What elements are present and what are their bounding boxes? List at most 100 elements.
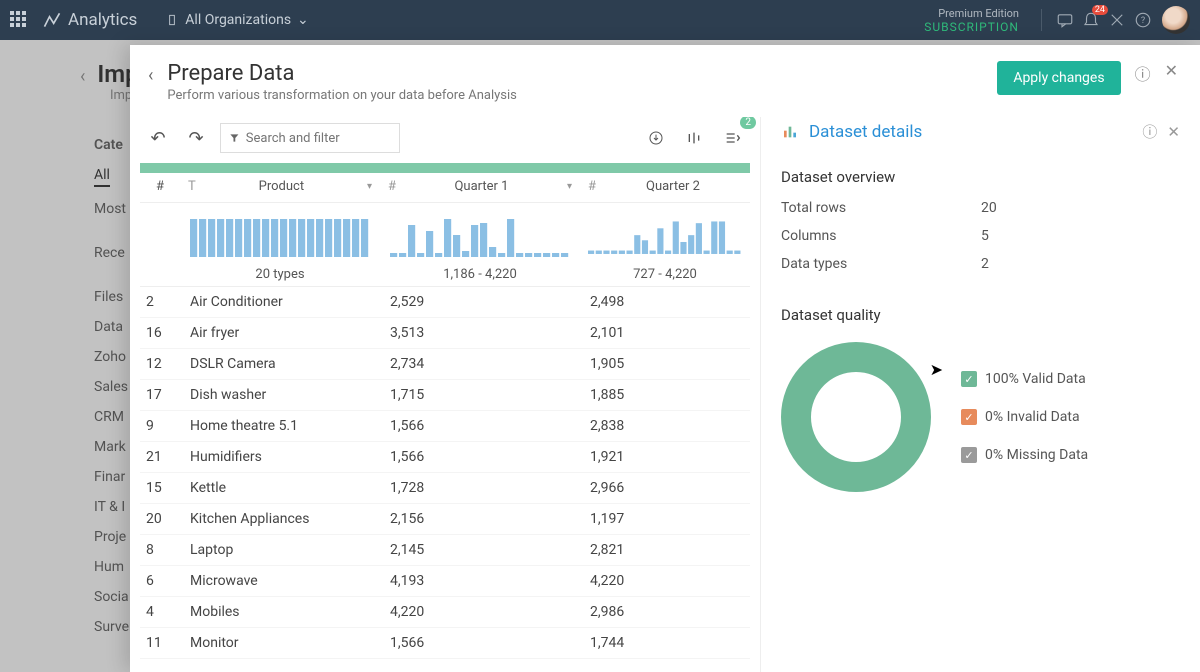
apply-changes-button[interactable]: Apply changes <box>997 61 1120 95</box>
col-header-index[interactable]: # <box>140 179 180 194</box>
cell-q2: 1,905 <box>580 356 750 372</box>
legend-invalid[interactable]: ✓0% Invalid Data <box>961 409 1088 425</box>
table-row[interactable]: 4Mobiles4,2202,986 <box>140 597 750 628</box>
chevron-down-icon: ⌄ <box>297 12 309 28</box>
steps-icon[interactable]: 2 <box>718 124 746 152</box>
chat-icon[interactable] <box>1052 7 1078 33</box>
table-row[interactable]: 12DSLR Camera2,7341,905 <box>140 349 750 380</box>
table-row[interactable]: 20Kitchen Appliances2,1561,197 <box>140 504 750 535</box>
cell-q2: 2,838 <box>580 418 750 434</box>
cell-q2: 2,821 <box>580 542 750 558</box>
table-row[interactable]: 8Laptop2,1452,821 <box>140 535 750 566</box>
cell-product: Home theatre 5.1 <box>180 418 380 434</box>
brand-label: Analytics <box>68 10 137 30</box>
panel-close-icon[interactable]: ✕ <box>1165 61 1178 80</box>
table-row[interactable]: 17Dish washer1,7151,885 <box>140 380 750 411</box>
redo-icon[interactable]: ↷ <box>182 124 210 152</box>
table-row[interactable]: 11Monitor1,5661,744 <box>140 628 750 659</box>
cell-product: Air fryer <box>180 325 380 341</box>
cell-product: Air Conditioner <box>180 294 380 310</box>
cell-index: 21 <box>140 449 180 465</box>
tools-icon[interactable] <box>1104 7 1130 33</box>
org-selector[interactable]: All Organizations ⌄ <box>165 12 309 28</box>
cell-product: Laptop <box>180 542 380 558</box>
cell-q1: 1,728 <box>380 480 580 496</box>
cell-q2: 2,986 <box>580 604 750 620</box>
col-label: Quarter 1 <box>404 179 559 194</box>
cell-index: 6 <box>140 573 180 589</box>
table-row[interactable]: 6Microwave4,1934,220 <box>140 566 750 597</box>
details-close-icon[interactable]: ✕ <box>1167 123 1180 141</box>
type-icon: # <box>588 179 596 194</box>
search-filter[interactable] <box>220 123 400 153</box>
kv-dtypes: Data types2 <box>781 256 1180 272</box>
columns-icon[interactable] <box>680 124 708 152</box>
building-icon <box>165 13 179 27</box>
search-input[interactable] <box>246 131 391 146</box>
quality-legend: ✓100% Valid Data ✓0% Invalid Data ✓0% Mi… <box>961 371 1088 463</box>
cell-q1: 1,566 <box>380 449 580 465</box>
cell-q2: 4,220 <box>580 573 750 589</box>
quality-header: Dataset quality <box>781 306 1180 324</box>
cell-q1: 4,193 <box>380 573 580 589</box>
legend-missing[interactable]: ✓0% Missing Data <box>961 447 1088 463</box>
hist-range: 727 - 4,220 <box>588 267 742 282</box>
bell-icon[interactable]: 24 <box>1078 7 1104 33</box>
column-headers: # T Product ▾ # Quarter 1 ▾ # Quarter 2 <box>140 173 750 203</box>
table-row[interactable]: 15Kettle1,7282,966 <box>140 473 750 504</box>
brand[interactable]: Analytics <box>42 10 137 30</box>
cell-q2: 1,744 <box>580 635 750 651</box>
quality-bar <box>140 163 750 173</box>
cell-product: Dish washer <box>180 387 380 403</box>
col-header-q2[interactable]: # Quarter 2 <box>580 179 750 194</box>
panel-help-icon[interactable]: ⓘ <box>1135 61 1151 85</box>
cell-product: DSLR Camera <box>180 356 380 372</box>
cell-product: Microwave <box>180 573 380 589</box>
cell-q1: 3,513 <box>380 325 580 341</box>
table-row[interactable]: 2Air Conditioner2,5292,498 <box>140 287 750 318</box>
svg-text:?: ? <box>1141 16 1145 26</box>
quality-donut <box>781 342 931 492</box>
help-icon[interactable]: ? <box>1130 7 1156 33</box>
hist-range: 20 types <box>188 267 372 282</box>
avatar[interactable] <box>1162 6 1190 34</box>
analytics-logo-icon <box>42 10 62 30</box>
table-row[interactable]: 21Humidifiers1,5661,921 <box>140 442 750 473</box>
cell-q1: 4,220 <box>380 604 580 620</box>
cursor-icon: ➤ <box>930 360 943 379</box>
hist-q2: 727 - 4,220 <box>580 215 750 282</box>
hist-q1: 1,186 - 4,220 <box>380 215 580 282</box>
table-row[interactable]: 9Home theatre 5.11,5662,838 <box>140 411 750 442</box>
undo-icon[interactable]: ↶ <box>144 124 172 152</box>
cell-q1: 2,529 <box>380 294 580 310</box>
details-help-icon[interactable]: ⓘ <box>1142 121 1157 142</box>
col-header-q1[interactable]: # Quarter 1 ▾ <box>380 179 580 194</box>
legend-valid[interactable]: ✓100% Valid Data <box>961 371 1088 387</box>
col-label: Product <box>204 179 359 194</box>
cell-q2: 2,966 <box>580 480 750 496</box>
table-row[interactable]: 16Air fryer3,5132,101 <box>140 318 750 349</box>
cell-index: 16 <box>140 325 180 341</box>
chevron-down-icon: ▾ <box>567 181 572 192</box>
cell-q2: 2,101 <box>580 325 750 341</box>
cell-index: 2 <box>140 294 180 310</box>
cell-product: Monitor <box>180 635 380 651</box>
panel-title: Prepare Data <box>167 61 516 86</box>
subscription-info[interactable]: Premium Edition SUBSCRIPTION <box>924 7 1019 34</box>
filter-icon <box>229 132 240 144</box>
cell-product: Humidifiers <box>180 449 380 465</box>
apps-grid-icon[interactable] <box>10 11 28 29</box>
col-header-product[interactable]: T Product ▾ <box>180 179 380 194</box>
cell-index: 17 <box>140 387 180 403</box>
cell-index: 9 <box>140 418 180 434</box>
cell-index: 4 <box>140 604 180 620</box>
premium-line1: Premium Edition <box>924 7 1019 20</box>
org-label: All Organizations <box>185 12 291 28</box>
cell-q2: 2,498 <box>580 294 750 310</box>
premium-line2: SUBSCRIPTION <box>924 20 1019 34</box>
panel-back-icon[interactable]: ‹ <box>148 65 153 86</box>
data-rows: 2Air Conditioner2,5292,49816Air fryer3,5… <box>140 287 750 659</box>
col-label: Quarter 2 <box>604 179 742 194</box>
kv-total-rows: Total rows20 <box>781 200 1180 216</box>
download-icon[interactable] <box>642 124 670 152</box>
